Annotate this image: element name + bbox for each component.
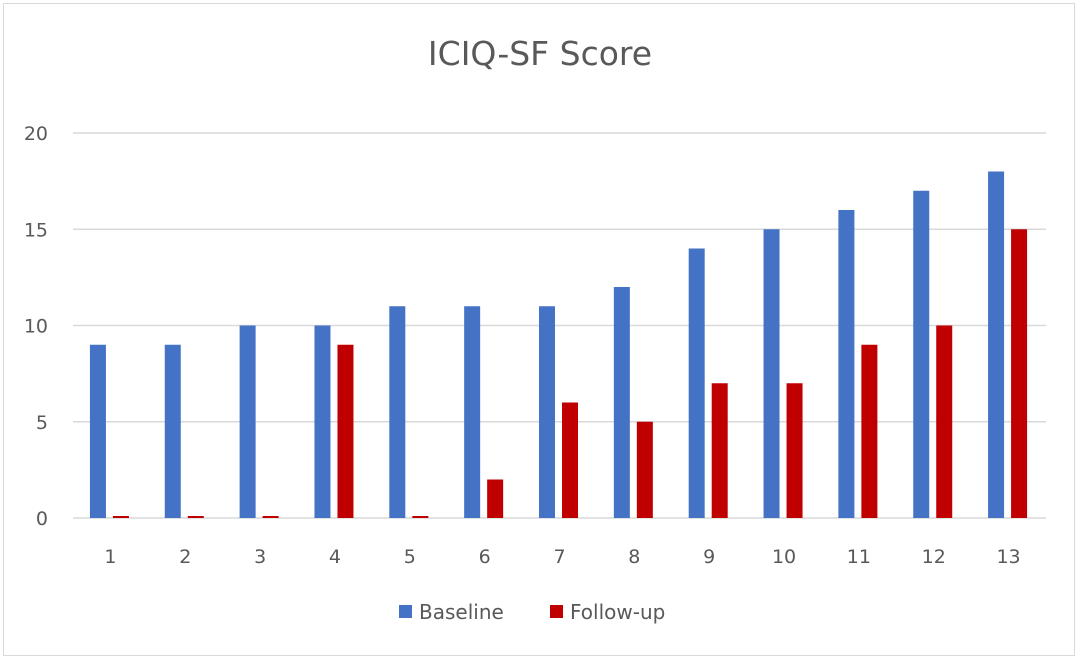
bar-baseline-10 [763,229,780,518]
y-tick-label: 15 [24,219,48,241]
bar-baseline-12 [913,190,930,518]
bar-follow-up-8 [636,421,653,518]
bar-baseline-9 [688,248,705,518]
bar-baseline-8 [613,287,630,518]
bar-baseline-1 [89,344,106,518]
bar-follow-up-5 [412,516,429,518]
bar-baseline-2 [164,344,181,518]
bar-follow-up-2 [187,516,204,518]
bar-follow-up-10 [786,383,803,518]
bar-follow-up-11 [861,344,878,518]
x-tick-label: 12 [922,546,946,568]
bar-follow-up-13 [1011,229,1028,518]
x-tick-label: 9 [703,546,715,568]
y-tick-label: 10 [24,316,48,338]
bar-follow-up-6 [487,479,504,518]
legend-swatch-follow-up [550,605,563,618]
x-tick-label: 1 [104,546,116,568]
bar-follow-up-12 [936,325,953,518]
bar-baseline-7 [539,306,555,518]
y-tick-label: 20 [24,123,48,145]
x-tick-label: 6 [479,546,491,568]
bar-baseline-4 [314,325,331,518]
bar-follow-up-9 [711,383,728,518]
legend: Baseline Follow-up [399,600,665,624]
legend-label: Baseline [419,600,504,624]
x-tick-label: 5 [404,546,416,568]
bars [89,171,1028,518]
bar-baseline-6 [464,306,481,518]
x-tick-label: 2 [179,546,191,568]
x-tick-label: 10 [772,546,796,568]
bar-baseline-11 [838,210,855,518]
gridlines [73,132,1046,519]
x-tick-label: 8 [628,546,640,568]
bar-baseline-3 [239,325,256,518]
bar-follow-up-7 [562,402,578,518]
x-tick-label: 3 [254,546,266,568]
x-tick-label: 13 [996,546,1020,568]
bar-follow-up-1 [112,516,129,518]
x-tick-label: 7 [553,546,565,568]
legend-swatch-baseline [399,605,412,618]
x-axis-ticks: 1 2 3 4 5 6 7 8 9 10 11 12 13 [104,546,1020,568]
legend-label: Follow-up [570,600,665,624]
y-tick-label: 5 [36,412,48,434]
y-axis-ticks: 0 5 10 15 20 [24,123,48,530]
bar-follow-up-3 [262,516,279,518]
x-tick-label: 4 [329,546,341,568]
chart-title: ICIQ-SF Score [428,34,652,73]
y-tick-label: 0 [36,508,48,530]
bar-baseline-13 [988,171,1005,518]
bar-baseline-5 [389,306,406,518]
bar-follow-up-4 [337,344,354,518]
x-tick-label: 11 [847,546,871,568]
